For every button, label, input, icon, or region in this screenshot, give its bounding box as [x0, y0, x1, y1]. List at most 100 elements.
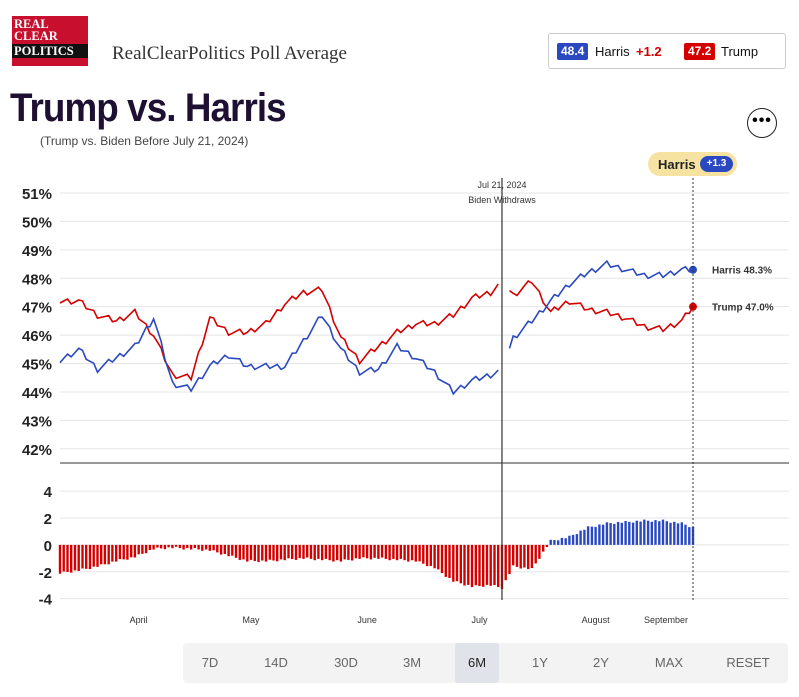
spread-bar: [249, 544, 253, 560]
spread-bar: [201, 544, 204, 551]
spread-bar: [590, 526, 594, 545]
more-options-button[interactable]: •••: [747, 108, 777, 138]
spread-bar: [448, 544, 451, 578]
spread-bar: [560, 537, 564, 545]
end-label: Trump 47.0%: [712, 303, 774, 314]
y-tick-label: 2: [44, 511, 52, 528]
range-button-14d[interactable]: 14D: [264, 655, 288, 670]
spread-bar: [377, 544, 380, 559]
spread-bar: [669, 522, 672, 545]
range-button-max[interactable]: MAX: [654, 655, 684, 670]
poll-chart[interactable]: 51% 50% 49% 48% 47% 46% 45% 44% 43% 42% Harris 48…: [0, 0, 799, 640]
spread-bar: [414, 544, 417, 562]
site-title: RealClearPolitics Poll Average: [112, 43, 347, 64]
spread-bar: [130, 544, 133, 558]
spread-bar: [646, 520, 650, 545]
spread-bar: [253, 544, 256, 561]
spread-bar: [152, 544, 155, 550]
spread-bar: [163, 544, 167, 550]
spread-bar: [148, 544, 152, 550]
range-button-6m[interactable]: 6M: [455, 643, 499, 683]
spread-bar: [362, 544, 365, 558]
y-tick-label: -2: [39, 565, 52, 582]
spread-bar: [583, 529, 586, 545]
spread-bar: [635, 520, 638, 545]
spread-bar: [62, 544, 65, 572]
rcp-logo[interactable]: REAL CLEAR POLITICS: [12, 16, 88, 66]
spread-bar: [111, 544, 114, 562]
spread-bar: [407, 544, 410, 562]
spread-bar: [283, 544, 286, 561]
spread-bar: [223, 544, 226, 554]
range-button-2y[interactable]: 2Y: [593, 655, 609, 670]
spread-bar: [167, 544, 170, 548]
range-button-7d[interactable]: 7D: [201, 655, 219, 670]
spread-bar: [455, 544, 459, 582]
spread-bar: [216, 544, 219, 553]
spread-bar: [186, 544, 189, 549]
y-tick-label: 48%: [22, 271, 52, 288]
spread-bar: [73, 544, 77, 571]
spread-bar: [306, 544, 309, 558]
spread-bar: [238, 544, 241, 560]
spread-bar: [107, 544, 110, 565]
spread-bar: [530, 544, 534, 568]
spread-bar: [422, 544, 425, 564]
spread-bar: [96, 544, 99, 567]
spread-bar: [639, 521, 642, 545]
spread-bar: [452, 544, 455, 582]
spread-bar: [171, 544, 174, 549]
spread-bar: [291, 544, 294, 560]
spread-bar: [418, 544, 421, 562]
spread-bar: [81, 544, 84, 569]
spread-bar: [575, 534, 579, 545]
range-button-1y[interactable]: 1Y: [532, 655, 548, 670]
spread-bar: [478, 544, 481, 586]
spread-bar: [571, 534, 575, 545]
spread-bar: [276, 544, 279, 562]
spread-bar: [410, 544, 414, 561]
spread-bar: [332, 544, 335, 562]
spread-bar: [321, 544, 324, 561]
spread-bar: [358, 544, 361, 559]
spread-bar: [204, 544, 208, 550]
spread-bar: [444, 544, 447, 577]
spread-bar: [392, 544, 395, 559]
spread-bar: [324, 544, 328, 559]
spread-bar: [542, 544, 545, 552]
spread-bar: [684, 524, 687, 545]
harris-line-after: [508, 259, 694, 349]
spread-bar: [141, 544, 144, 554]
x-axis-labels: April May June July August September: [130, 615, 688, 625]
spread-bar: [122, 544, 125, 560]
range-button-3m[interactable]: 3M: [402, 655, 422, 670]
spread-bar: [268, 544, 271, 560]
spread-bar: [77, 544, 80, 571]
range-button-30d[interactable]: 30D: [334, 655, 358, 670]
spread-bar: [189, 544, 193, 550]
spread-bar: [429, 544, 432, 566]
spread-bar: [219, 544, 223, 555]
spread-bar: [298, 544, 301, 559]
trump-name: Trump: [721, 44, 759, 59]
spread-bar: [246, 544, 249, 562]
spread-bar: [212, 544, 215, 551]
spread-bar: [553, 540, 556, 545]
spread-bar: [523, 544, 526, 568]
leader-spread: +1.3: [700, 156, 733, 172]
spread-bar: [294, 544, 298, 560]
y-tick-label: 0: [44, 538, 52, 555]
range-button-reset[interactable]: RESET: [726, 655, 770, 670]
spread-bar: [182, 544, 185, 550]
page-title: Trump vs. Harris: [10, 86, 287, 130]
y-tick-label: 45%: [22, 357, 52, 374]
spread-bar: [208, 544, 211, 551]
y-tick-label: 51%: [22, 186, 52, 203]
spread-bar: [302, 544, 305, 559]
spread-bar: [193, 544, 196, 549]
line-chart-y-axis: 51% 50% 49% 48% 47% 46% 45% 44% 43% 42%: [22, 186, 52, 459]
logo-line-2: CLEAR: [14, 29, 58, 43]
spread-bar: [144, 544, 148, 554]
spread-bar: [564, 538, 567, 545]
spread-bar: [508, 544, 511, 575]
